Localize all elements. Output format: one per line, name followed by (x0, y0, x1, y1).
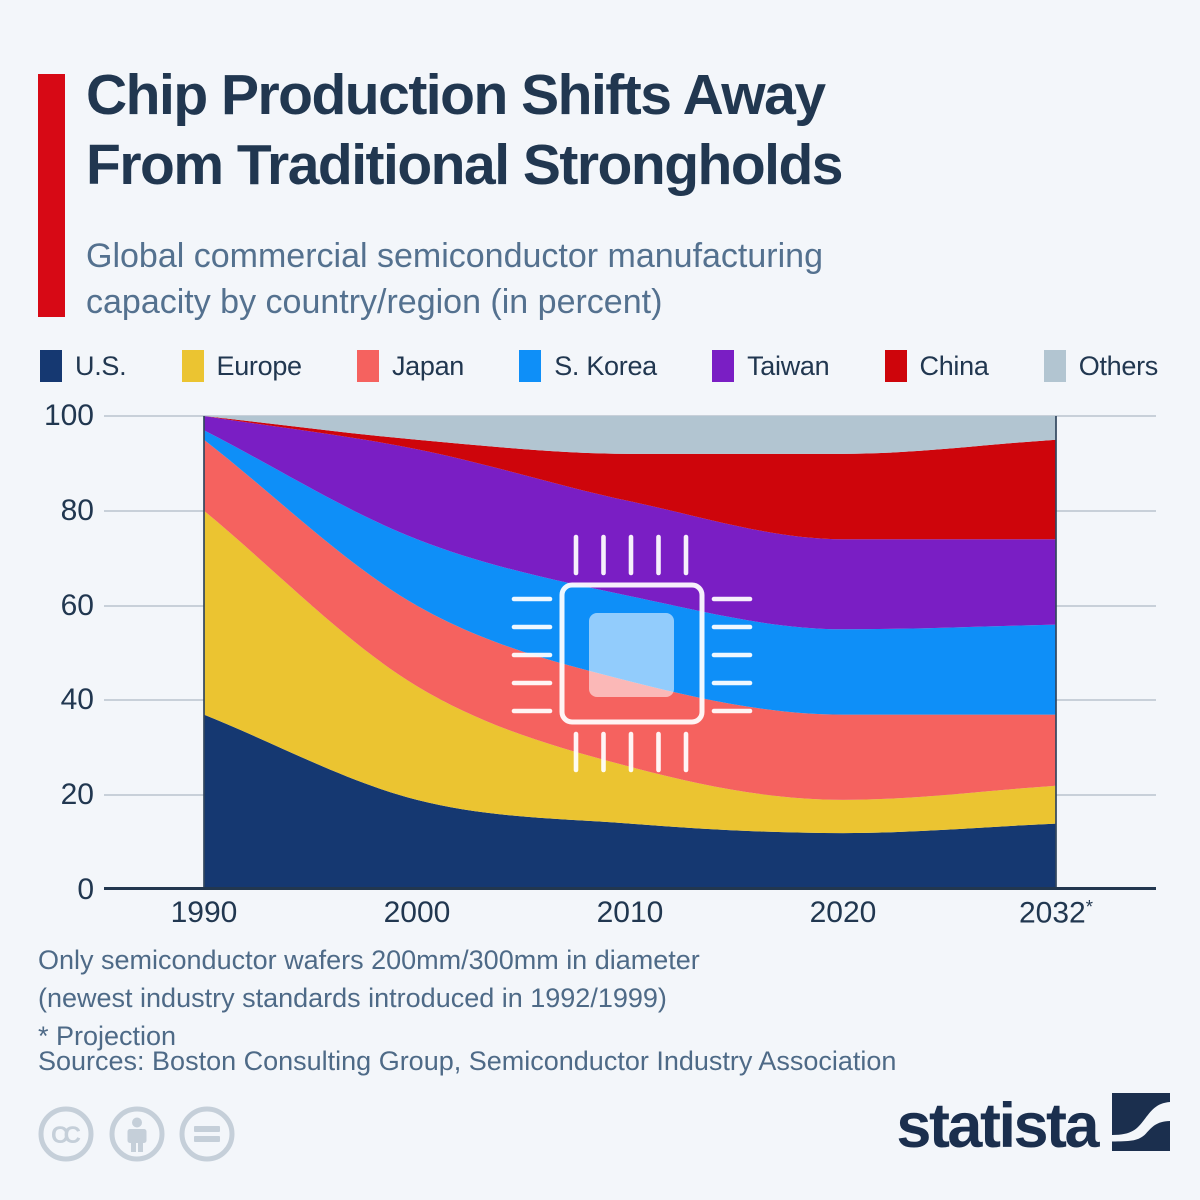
statista-logo-text: statista (896, 1091, 1099, 1161)
legend-label-s-korea: S. Korea (554, 350, 657, 381)
page-title-line-1: Chip Production Shifts Away (86, 63, 826, 127)
x-axis-line (104, 887, 1156, 890)
y-tick-label-0: 0 (77, 873, 94, 906)
legend-swatch-taiwan (712, 350, 735, 382)
area-band-europe (204, 510, 1056, 834)
area-band-others (204, 416, 1056, 454)
legend-swatch-europe (181, 350, 204, 382)
legend-item-taiwan: Taiwan (712, 350, 830, 382)
sources-line: Sources: Boston Consulting Group, Semico… (38, 1046, 897, 1076)
page-subtitle-line-1: Global commercial semiconductor manufact… (86, 237, 823, 275)
chip-die (589, 613, 674, 697)
by-icon (109, 1106, 165, 1162)
y-tick-label-20: 20 (60, 778, 94, 812)
area-band-china (204, 416, 1056, 540)
page-subtitle: Global commercial semiconductor manufact… (86, 233, 823, 325)
plot-left-border (203, 416, 205, 890)
legend-label-taiwan: Taiwan (747, 350, 830, 381)
stacked-area-plot (204, 416, 1056, 890)
x-tick-label-1990: 1990 (170, 896, 238, 929)
x-tick-label-2000: 2000 (383, 896, 451, 929)
y-tick-label-80: 80 (60, 493, 94, 527)
y-tick-label-40: 40 (60, 683, 94, 717)
area-band-japan (204, 439, 1056, 800)
accent-bar (38, 74, 65, 317)
legend-swatch-u-s (40, 350, 62, 382)
legend-label-japan: Japan (391, 350, 465, 381)
statista-logo: statista (896, 1093, 1170, 1158)
x-tick-label-2010: 2010 (596, 896, 664, 929)
legend-swatch-japan (356, 350, 379, 382)
y-tick-label-60: 60 (60, 588, 94, 622)
page-title-line-2: From Traditional Strongholds (86, 133, 844, 197)
x-tick-label-2032: 2032* (1019, 896, 1093, 930)
legend-label-u-s: U.S. (75, 350, 127, 381)
statista-logo-swoosh (1112, 1102, 1170, 1142)
area-band-s-korea (204, 430, 1056, 715)
x-tick-label-2020: 2020 (809, 896, 877, 929)
legend-item-japan: Japan (356, 350, 465, 382)
legend-label-china: China (919, 350, 989, 381)
chip-pins (511, 534, 753, 773)
chip-icon (511, 534, 753, 773)
legend-label-europe: Europe (216, 350, 303, 381)
area-band-u-s (204, 714, 1056, 890)
legend-swatch-s-korea (519, 350, 542, 382)
footnote-line-1: Only semiconductor wafers 200mm/300mm in… (38, 945, 700, 975)
legend-item-china: China (884, 350, 989, 382)
legend-label-others: Others (1078, 350, 1159, 381)
statista-logo-mark (1112, 1093, 1170, 1151)
plot-right-border (1055, 416, 1057, 890)
legend-item-others: Others (1043, 350, 1159, 382)
legend-swatch-others (1043, 350, 1066, 382)
chip-body (559, 582, 705, 725)
legend-item-s-korea: S. Korea (519, 350, 657, 382)
cc-license-icons: CC (38, 1106, 235, 1162)
by-person-glyph (127, 1117, 147, 1152)
footnote-line-2: (newest industry standards introduced in… (38, 983, 667, 1013)
legend-swatch-china (884, 350, 907, 382)
cc-glyph: CC (51, 1122, 81, 1149)
nd-icon (179, 1106, 235, 1162)
area-band-taiwan (204, 416, 1056, 630)
page-title: Chip Production Shifts Away From Traditi… (86, 60, 844, 200)
legend-item-u-s: U.S. (40, 350, 127, 382)
page-subtitle-line-2: capacity by country/region (in percent) (86, 283, 663, 321)
chart-legend: U.S. Europe Japan S. Korea Taiwan China Others (40, 350, 1158, 382)
footnote-line-3: * Projection (38, 1021, 177, 1051)
legend-item-europe: Europe (181, 350, 303, 382)
footnotes: Only semiconductor wafers 200mm/300mm in… (38, 941, 700, 1055)
nd-equals-glyph (194, 1126, 220, 1142)
y-tick-label-100: 100 (43, 399, 94, 432)
cc-icon (38, 1106, 94, 1162)
